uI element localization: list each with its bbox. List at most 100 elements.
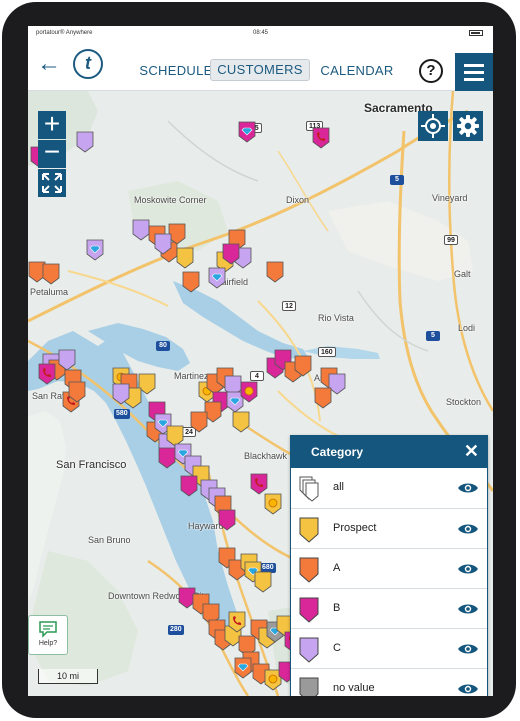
customer-pin[interactable] [132,219,150,241]
category-label: all [333,481,345,493]
customer-pin[interactable] [138,373,156,395]
customer-pin[interactable] [180,475,198,497]
zoom-out-button[interactable]: − [38,138,66,168]
pin-icon [299,597,319,623]
eye-icon[interactable] [457,603,479,615]
customer-pin[interactable] [178,587,196,609]
customer-pin[interactable] [28,261,46,283]
route-shield: 5 [390,175,404,185]
place-label: Petaluma [30,287,69,297]
eye-icon[interactable] [457,643,479,655]
customer-pin[interactable] [266,261,284,283]
category-label: no value [333,682,375,694]
locate-button[interactable] [418,111,448,141]
customer-pin[interactable] [154,233,172,255]
customer-pin[interactable] [58,349,76,371]
customer-pin[interactable] [42,263,60,285]
customer-pin[interactable] [38,363,56,385]
customer-pin[interactable] [190,411,208,433]
tab-customers[interactable]: CUSTOMERS [210,59,310,81]
route-shield: 12 [282,301,296,311]
status-bar: portatour® Anywhere 08:45 [28,26,493,40]
customer-pin[interactable] [312,127,330,149]
category-row[interactable]: no value [291,668,487,696]
customer-pin[interactable] [222,243,240,265]
place-label: Blackhawk [244,451,288,461]
eye-icon[interactable] [457,523,479,535]
place-label: Stockton [446,397,482,407]
customer-map[interactable]: Sacramento Moskowite Corner Dixon Vineya… [28,91,493,696]
app-bar: ← t SCHEDULE CUSTOMERS CALENDAR ? [28,40,493,91]
customer-pin[interactable] [176,247,194,269]
eye-icon[interactable] [457,482,479,494]
customer-pin[interactable] [86,239,104,261]
menu-bar [464,64,484,67]
customer-pin[interactable] [254,571,272,593]
customer-pin[interactable] [250,473,268,495]
gear-icon [457,115,479,137]
customer-pin[interactable] [232,411,250,433]
customer-pin[interactable] [76,131,94,153]
route-shield: 680 [260,563,276,573]
carrier-label: portatour® Anywhere [36,30,93,36]
tab-schedule[interactable]: SCHEDULE [139,63,213,78]
category-row[interactable]: B [291,588,487,629]
close-icon[interactable]: ✕ [463,441,479,461]
customer-pin[interactable] [328,373,346,395]
route-shield: 4 [250,371,264,381]
eye-icon[interactable] [457,563,479,575]
category-row[interactable]: C [291,628,487,669]
help-label: Help? [38,640,58,647]
customer-pin[interactable] [218,509,236,531]
category-label: B [333,602,341,614]
customer-pin[interactable] [264,669,282,691]
place-label: Hayward [188,521,224,531]
customer-pin[interactable] [68,381,86,403]
help-chat-button[interactable]: Help? [28,615,68,655]
place-label: Galt [454,269,471,279]
stack-pins-icon [299,476,319,502]
customer-pin[interactable] [112,383,130,405]
zoom-in-button[interactable]: + [38,110,66,139]
pin-icon [299,557,319,583]
settings-button[interactable] [453,111,483,141]
place-label: Downtown Redwood City [108,591,209,601]
category-label: Prospect [333,522,377,534]
pin-icon [299,677,319,696]
eye-icon[interactable] [457,683,479,695]
battery-icon [469,30,483,36]
customer-pin[interactable] [238,121,256,143]
map-scale: 10 mi [38,669,98,684]
menu-bar [464,78,484,81]
help-button[interactable]: ? [419,59,443,83]
category-row[interactable]: Prospect [291,508,487,549]
customer-pin[interactable] [264,493,282,515]
place-label: Vineyard [432,193,468,203]
customer-pin[interactable] [166,425,184,447]
category-label: A [333,562,341,574]
tab-calendar[interactable]: CALENDAR [320,63,394,78]
customer-pin[interactable] [158,447,176,469]
category-label: C [333,642,341,654]
category-panel-header: Category ✕ [291,436,487,468]
pin-icon [299,517,319,543]
customer-pin[interactable] [228,611,246,633]
fullscreen-button[interactable] [38,169,66,197]
place-label: Moskowite Corner [134,195,207,205]
customer-pin[interactable] [182,271,200,293]
menu-bar [464,71,484,74]
customer-pin[interactable] [294,355,312,377]
hamburger-menu-button[interactable] [455,53,493,91]
customer-pin[interactable] [226,391,244,413]
customer-pin[interactable] [234,657,252,679]
category-row[interactable]: A [291,548,487,589]
customer-pin[interactable] [240,381,258,403]
category-row[interactable]: all [291,468,487,508]
customer-pin[interactable] [314,387,332,409]
back-arrow-icon[interactable]: ← [37,50,61,77]
place-label: San Rafael [32,391,77,401]
place-label: Rio Vista [318,313,354,323]
place-label: Dixon [286,195,310,205]
customer-pin[interactable] [208,267,226,289]
